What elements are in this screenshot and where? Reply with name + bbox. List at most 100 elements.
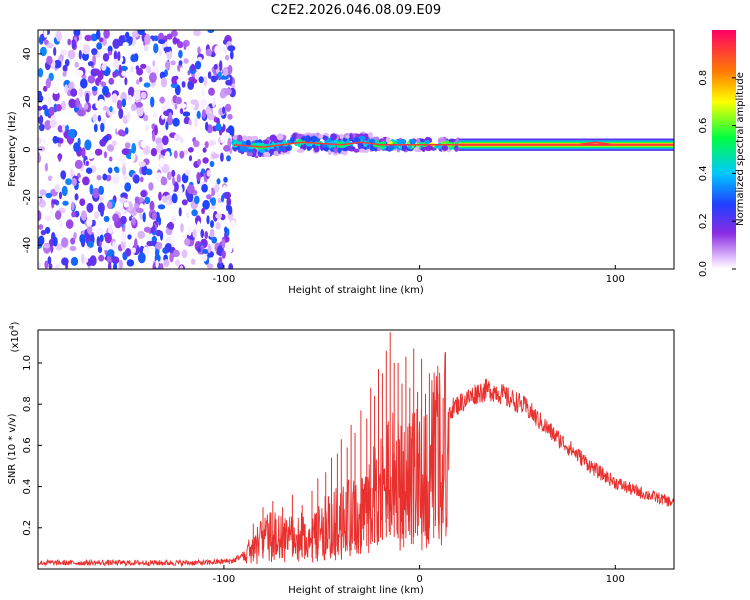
heatmap-cell bbox=[38, 152, 41, 163]
heatmap-cell bbox=[121, 165, 127, 176]
snr-series-line bbox=[38, 351, 674, 568]
heatmap-cell bbox=[95, 30, 101, 40]
heatmap-cell bbox=[44, 162, 49, 172]
heatmap-cell bbox=[165, 121, 169, 131]
heatmap-cell bbox=[140, 140, 147, 149]
heatmap-cell bbox=[164, 60, 171, 70]
heatmap-cell bbox=[58, 137, 64, 144]
snr-scale-base: (x10 bbox=[10, 330, 21, 353]
heatmap-cell bbox=[203, 76, 208, 87]
colorbar-label: Normalized spectral amplitude bbox=[735, 72, 746, 226]
heatmap-cell bbox=[202, 147, 207, 153]
heatmap-cell bbox=[70, 256, 79, 266]
heatmap-cell bbox=[312, 135, 316, 143]
heatmap-cell bbox=[170, 60, 176, 66]
heatmap-cell bbox=[339, 133, 344, 140]
heatmap-cell bbox=[353, 148, 360, 153]
heatmap-cell bbox=[179, 150, 185, 159]
heatmap-cell bbox=[97, 70, 104, 81]
heatmap-cell bbox=[126, 259, 135, 267]
heatmap-cell bbox=[159, 157, 165, 167]
heatmap-cell bbox=[330, 133, 337, 141]
heatmap-cell bbox=[125, 248, 132, 257]
heatmap-y-tick-label: 40 bbox=[22, 48, 33, 61]
heatmap-cell bbox=[158, 49, 162, 56]
heatmap-cell bbox=[225, 79, 233, 86]
heatmap-cell bbox=[48, 263, 53, 269]
heatmap-cell bbox=[74, 159, 83, 169]
snr-x-label: Height of straight line (km) bbox=[288, 585, 424, 596]
heatmap-x-tick-label: 0 bbox=[416, 274, 422, 285]
heatmap-cell bbox=[123, 201, 130, 208]
heatmap-cell bbox=[102, 105, 109, 111]
heatmap-cell bbox=[207, 71, 212, 79]
heatmap-cell bbox=[136, 67, 144, 76]
heatmap-cell bbox=[100, 122, 105, 133]
heatmap-cell bbox=[163, 259, 170, 267]
heatmap-cell bbox=[95, 221, 102, 228]
heatmap-cell bbox=[107, 167, 113, 174]
heatmap-cell bbox=[108, 261, 112, 269]
heatmap-cell bbox=[120, 231, 127, 243]
heatmap-cell bbox=[153, 35, 159, 42]
heatmap-cell bbox=[163, 110, 170, 117]
heatmap-cell bbox=[50, 208, 54, 216]
heatmap-cell bbox=[120, 65, 128, 71]
heatmap-cell bbox=[38, 210, 42, 222]
heatmap-cell bbox=[222, 106, 226, 114]
heatmap-cell bbox=[168, 112, 173, 119]
heatmap-cell bbox=[192, 229, 197, 238]
heatmap-cell bbox=[86, 224, 93, 235]
heatmap-cell bbox=[202, 199, 210, 210]
heatmap-cell bbox=[124, 77, 128, 86]
heatmap-cell bbox=[67, 38, 71, 46]
heatmap-cell bbox=[173, 150, 178, 159]
heatmap-cell bbox=[161, 114, 166, 120]
heatmap-y-tick-label: 20 bbox=[22, 95, 33, 108]
heatmap-cell bbox=[184, 169, 191, 176]
heatmap-cell bbox=[158, 191, 162, 201]
heatmap-cell bbox=[98, 185, 104, 195]
heatmap-cell bbox=[180, 136, 184, 144]
heatmap-cell bbox=[79, 39, 84, 51]
heatmap-cell bbox=[130, 54, 137, 63]
heatmap-cell bbox=[62, 71, 67, 77]
heatmap-cell bbox=[143, 114, 149, 122]
heatmap-cell bbox=[102, 85, 109, 96]
heatmap-cell bbox=[154, 124, 158, 136]
heatmap-cell bbox=[230, 220, 236, 229]
heatmap-cell bbox=[205, 48, 212, 57]
heatmap-cell bbox=[143, 226, 151, 233]
heatmap-cell bbox=[223, 176, 228, 183]
heatmap-cell bbox=[227, 125, 235, 136]
heatmap-cell bbox=[188, 32, 194, 39]
heatmap-cell bbox=[47, 256, 52, 265]
heatmap-cell bbox=[227, 64, 233, 75]
heatmap-cell bbox=[89, 184, 94, 195]
heatmap-cell bbox=[124, 182, 132, 192]
heatmap-cell bbox=[206, 215, 210, 225]
heatmap-cell bbox=[127, 234, 132, 240]
heatmap-cell bbox=[53, 59, 62, 69]
heatmap-cell bbox=[184, 238, 191, 246]
heatmap-cell bbox=[111, 113, 119, 120]
heatmap-cell bbox=[127, 95, 133, 102]
heatmap-cell bbox=[60, 237, 69, 248]
heatmap-cell bbox=[152, 112, 157, 119]
heatmap-cell bbox=[94, 211, 100, 220]
heatmap-cell bbox=[103, 135, 109, 142]
heatmap-cell bbox=[222, 66, 229, 77]
heatmap-cell bbox=[201, 254, 208, 262]
heatmap-cell bbox=[197, 46, 201, 55]
heatmap-cell bbox=[120, 215, 127, 225]
heatmap-cell bbox=[38, 235, 45, 246]
heatmap-cell bbox=[85, 92, 90, 103]
heatmap-cell bbox=[166, 33, 173, 40]
heatmap-cell bbox=[55, 104, 62, 112]
heatmap-cell bbox=[135, 79, 140, 85]
heatmap-cell bbox=[113, 50, 118, 61]
heatmap-cell bbox=[97, 245, 103, 254]
heatmap-cell bbox=[174, 259, 181, 267]
heatmap-cell bbox=[214, 184, 220, 193]
